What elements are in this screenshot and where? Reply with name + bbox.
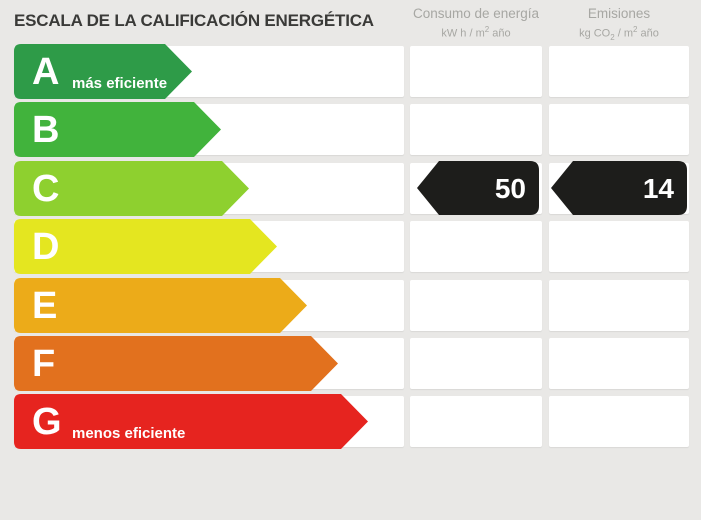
column-header-emissions: Emisiones kg CO2 / m2 año [549,5,689,45]
emissions-cell-b [549,104,689,156]
emissions-cell-a [549,46,689,97]
rating-letter-g: G [32,401,62,444]
emissions-value: 14 [642,173,674,205]
consumption-header-label: Consumo de energía [412,6,540,21]
rating-arrow-icon-b [14,102,221,158]
rating-note-g: menos eficiente [72,425,186,443]
rating-row-f: F [0,335,701,391]
consumption-cell-c: 50 [410,161,542,216]
rating-arrow-c: C [14,160,249,216]
rating-arrow-icon-c [14,160,249,216]
emissions-cell-g [549,396,689,448]
rating-letter-d: D [32,226,60,269]
rating-row-c: 50 14 C [0,160,701,216]
emissions-cell-f [549,337,689,389]
consumption-cell-b [410,104,542,156]
consumption-cell-e [410,279,542,331]
rating-arrow-icon-d [14,219,277,275]
page-title: ESCALA DE LA CALIFICACIÓN ENERGÉTICA [14,11,374,30]
rating-letter-e: E [32,284,58,327]
consumption-value: 50 [494,173,526,205]
rating-arrow-icon-g [14,394,368,450]
emissions-indicator: 14 [551,161,687,216]
rating-letter-c: C [32,167,60,210]
rating-letter-b: B [32,109,60,152]
rating-row-d: D [0,219,701,275]
consumption-indicator-arrow-icon [417,161,539,216]
consumption-cell-d [410,221,542,273]
consumption-header-unit: kW h / m2 año [441,25,511,40]
consumption-indicator: 50 [417,161,539,216]
rating-arrow-d: D [14,219,277,275]
consumption-cell-g [410,396,542,448]
rating-arrow-b: B [14,102,221,158]
emissions-header-unit: kg CO2 / m2 año [579,25,659,42]
rating-row-b: B [0,102,701,158]
consumption-cell-f [410,337,542,389]
rating-arrow-icon-f [14,335,338,391]
rating-letter-a: A [32,51,60,93]
emissions-indicator-arrow-icon [551,161,687,216]
rating-arrow-icon-a [14,44,192,99]
emissions-header-label: Emisiones [587,6,651,21]
rating-row-e: E [0,277,701,333]
column-header-consumption: Consumo de energía kW h / m2 año [410,5,542,42]
emissions-cell-e [549,279,689,331]
rating-letter-f: F [32,342,56,385]
emissions-cell-d [549,221,689,273]
rating-arrow-f: F [14,335,338,391]
consumption-cell-a [410,46,542,97]
rating-arrow-icon-e [14,277,307,333]
emissions-cell-c: 14 [549,161,689,216]
rating-note-a: más eficiente [72,75,168,92]
rating-arrow-e: E [14,277,307,333]
